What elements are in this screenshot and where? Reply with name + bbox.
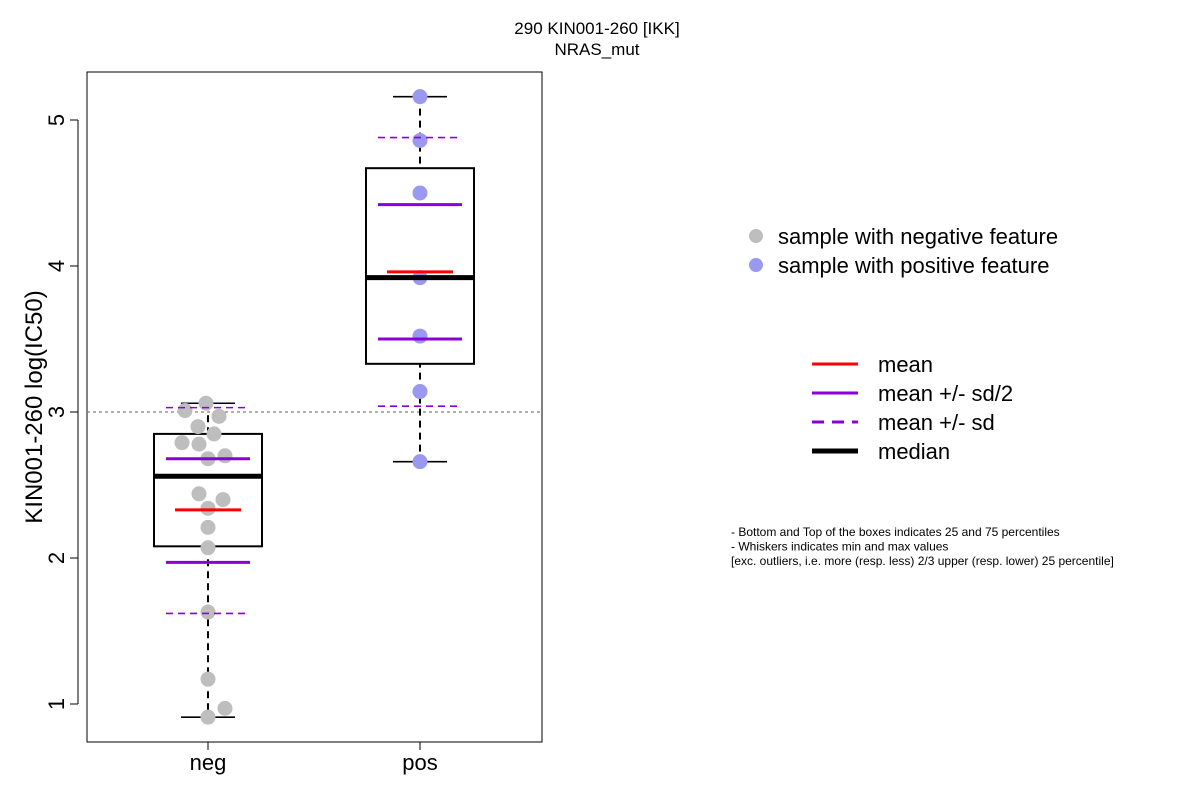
- y-tick-label: 4: [44, 260, 69, 272]
- data-point: [198, 395, 214, 411]
- legend-point-label: sample with negative feature: [778, 224, 1058, 249]
- footnote-line: - Whiskers indicates min and max values: [731, 540, 948, 554]
- footnote-line: - Bottom and Top of the boxes indicates …: [731, 525, 1060, 539]
- legend-line-label: mean: [878, 352, 933, 377]
- notes: - Bottom and Top of the boxes indicates …: [731, 525, 1114, 568]
- data-point: [412, 328, 428, 344]
- legend: sample with negative feature sample with …: [749, 224, 1058, 464]
- y-tick-label: 1: [44, 698, 69, 710]
- chart-title: 290 KIN001-260 [IKK]: [514, 19, 679, 38]
- y-tick-label: 2: [44, 552, 69, 564]
- footnote-line: [exc. outliers, i.e. more (resp. less) 2…: [731, 554, 1114, 568]
- data-point: [412, 89, 428, 105]
- x-tick-label: neg: [190, 750, 227, 775]
- data-point: [217, 700, 233, 716]
- data-point: [211, 408, 227, 424]
- data-point: [412, 185, 428, 201]
- data-point: [191, 436, 207, 452]
- y-axis-title: KIN001-260 log(IC50): [21, 290, 48, 523]
- box-group-pos: [365, 89, 475, 470]
- plot-layer: 1 2 3 4 5 neg pos: [44, 89, 542, 775]
- legend-point-swatch: [749, 229, 763, 243]
- data-point: [200, 604, 216, 620]
- legend-line-label: median: [878, 439, 950, 464]
- box-group-neg: [153, 395, 263, 725]
- chart-subtitle: NRAS_mut: [554, 40, 639, 59]
- data-point: [200, 671, 216, 687]
- data-point: [215, 492, 231, 508]
- y-tick-label: 3: [44, 406, 69, 418]
- data-point: [217, 448, 233, 464]
- y-tick-label: 5: [44, 114, 69, 126]
- plot-frame: [86, 71, 543, 743]
- legend-point-label: sample with positive feature: [778, 253, 1049, 278]
- data-point: [412, 132, 428, 148]
- data-point: [200, 540, 216, 556]
- legend-line-label: mean +/- sd: [878, 410, 995, 435]
- data-point: [174, 435, 190, 451]
- x-tick-label: pos: [402, 750, 437, 775]
- data-point: [191, 486, 207, 502]
- data-point: [206, 426, 222, 442]
- legend-point-swatch: [749, 258, 763, 272]
- data-point: [412, 384, 428, 400]
- data-point: [177, 403, 193, 419]
- data-point: [200, 519, 216, 535]
- data-point: [412, 454, 428, 470]
- legend-line-label: mean +/- sd/2: [878, 381, 1013, 406]
- data-point: [190, 419, 206, 435]
- data-point: [200, 709, 216, 725]
